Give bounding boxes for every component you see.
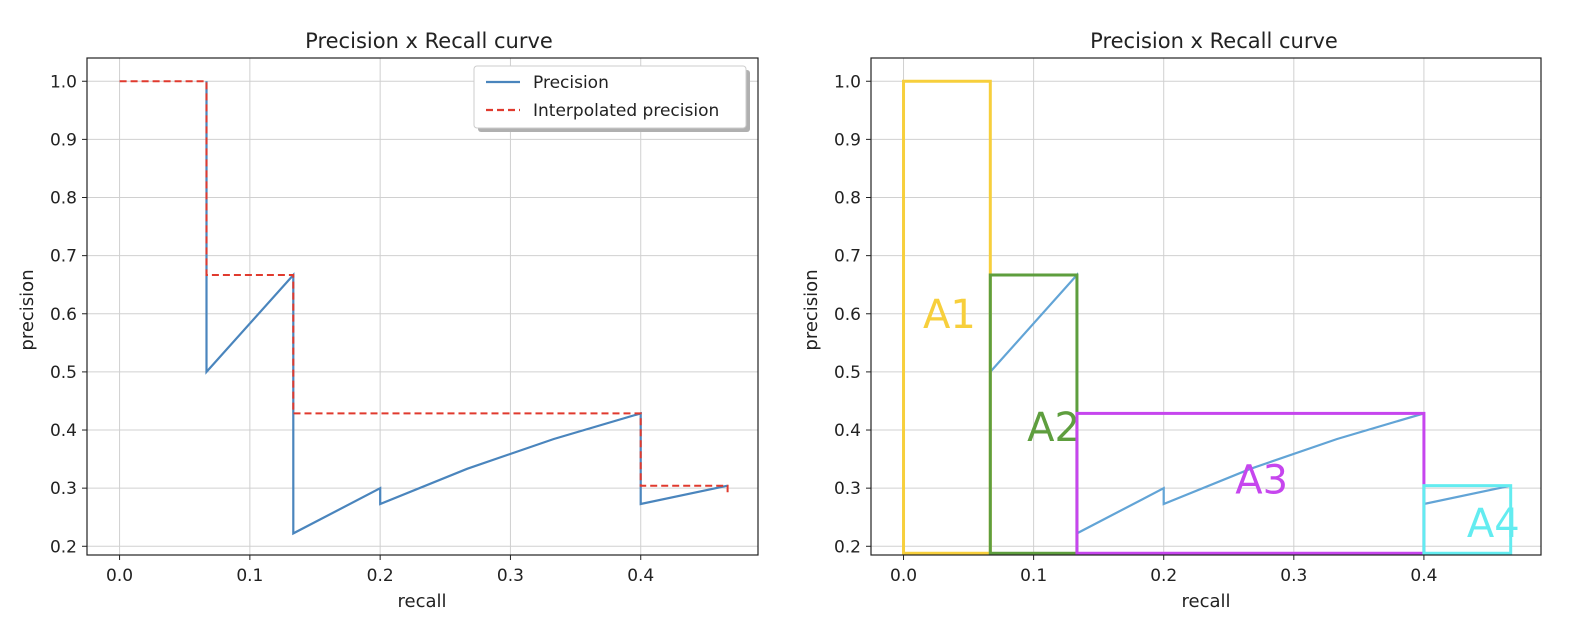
y-tick-label: 0.9 [50,130,77,150]
y-tick-label: 0.5 [50,363,77,383]
chart-right-y-ticks: 0.2 0.3 0.4 0.5 0.6 0.7 0.8 0.9 1.0 [834,72,871,557]
chart-left: Precision x Recall curve 0.0 0.1 0.2 0.3 0.4… [17,29,759,612]
x-tick-label: 0.4 [1410,566,1437,586]
chart-right-title: Precision x Recall curve [1090,29,1338,53]
chart-left-y-ticks: 0.2 0.3 0.4 0.5 0.6 0.7 0.8 0.9 1.0 [50,72,87,557]
legend-entry-precision: Precision [533,73,609,93]
y-tick-label: 0.6 [834,305,861,325]
chart-right-x-ticks: 0.0 0.1 0.2 0.3 0.4 [890,555,1437,586]
chart-left-gridlines [87,58,758,555]
x-tick-label: 0.4 [627,566,654,586]
x-tick-label: 0.1 [236,566,263,586]
x-tick-label: 0.3 [497,566,524,586]
y-tick-label: 0.5 [834,363,861,383]
area-label-a4: A4 [1467,501,1520,547]
chart-right-y-axis-label: precision [801,269,822,350]
series-line-interpolated-precision [903,80,1512,494]
y-tick-label: 1.0 [50,72,77,92]
area-box-a4 [1422,484,1513,555]
chart-right-series [903,80,1512,536]
y-tick-label: 0.4 [50,421,77,441]
chart-left-y-axis-label: precision [17,269,38,350]
y-tick-label: 1.0 [834,72,861,92]
series-line-precision [205,81,728,536]
y-tick-label: 0.6 [50,305,77,325]
chart-left-x-axis-label: recall [397,591,446,612]
legend-box [473,65,747,129]
x-tick-label: 0.2 [367,566,394,586]
chart-left-x-ticks: 0.0 0.1 0.2 0.3 0.4 [106,555,654,586]
y-tick-label: 0.2 [834,537,861,557]
x-tick-label: 0.3 [1280,566,1307,586]
chart-left-series [119,80,729,536]
chart-left-legend: Precision Interpolated precision [473,65,750,132]
x-tick-label: 0.1 [1020,566,1047,586]
x-tick-label: 0.0 [106,566,133,586]
y-tick-label: 0.9 [834,130,861,150]
x-tick-label: 0.0 [890,566,917,586]
area-box-a3 [1075,411,1426,555]
chart-right: Precision x Recall curve A1 A2 A3 A4 0.0 0.1… [801,29,1542,612]
chart-left-plot-frame [86,57,759,556]
y-tick-label: 0.8 [834,189,861,209]
y-tick-label: 0.2 [50,537,77,557]
x-tick-label: 0.2 [1150,566,1177,586]
area-label-a2: A2 [1027,405,1080,451]
y-tick-label: 0.3 [50,479,77,499]
legend-entry-interpolated-precision: Interpolated precision [533,101,719,121]
chart-right-areas: A1 A2 A3 A4 [902,79,1520,555]
y-tick-label: 0.7 [834,247,861,267]
series-line-interpolated-precision [119,80,729,494]
y-tick-label: 0.8 [50,189,77,209]
chart-right-plot-frame [870,57,1542,556]
y-tick-label: 0.7 [50,247,77,267]
chart-right-x-axis-label: recall [1181,591,1230,612]
area-label-a3: A3 [1235,457,1288,503]
y-tick-label: 0.4 [834,421,861,441]
chart-right-gridlines [871,58,1541,555]
area-label-a1: A1 [923,292,976,338]
y-tick-label: 0.3 [834,479,861,499]
chart-left-title: Precision x Recall curve [305,29,553,53]
